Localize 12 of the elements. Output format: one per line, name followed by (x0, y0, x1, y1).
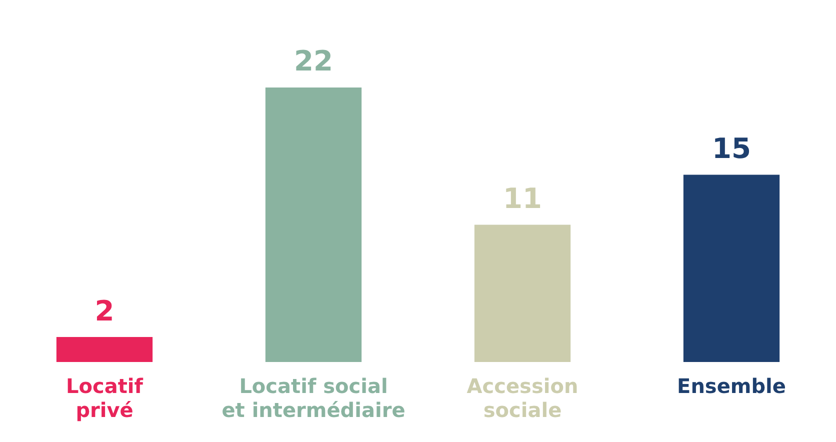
data-label: 15 (712, 132, 751, 166)
bar (56, 337, 153, 362)
bar (683, 174, 780, 362)
data-label: 2 (94, 294, 114, 328)
bar (265, 87, 362, 362)
x-tick-label: Ensemble (677, 374, 786, 398)
data-label: 22 (294, 44, 333, 78)
x-tick-label: Locatif privé (66, 374, 144, 422)
data-label: 11 (503, 182, 542, 215)
bar (474, 224, 571, 362)
x-tick-label: Accession sociale (466, 374, 578, 422)
x-tick-label: Locatif social et intermédiaire (222, 374, 406, 422)
